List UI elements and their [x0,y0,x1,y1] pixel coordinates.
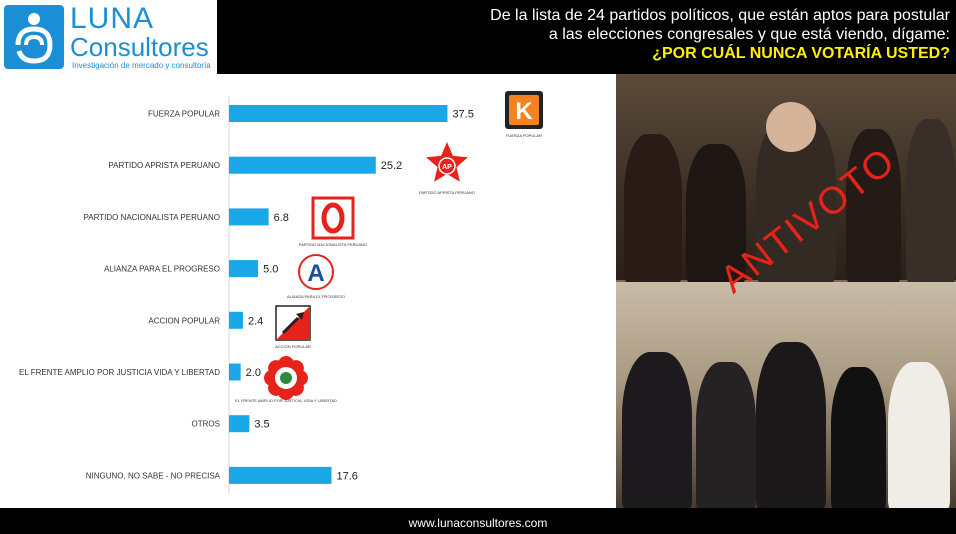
data-label: 3.5 [254,419,269,431]
category-label: PARTIDO APRISTA PERUANO [108,161,220,170]
photo-panel: ANTIVOTO [616,74,956,508]
photo-bottom [616,282,956,508]
party-logo: AP PARTIDO APRISTA PERUANO [419,142,475,195]
category-label: PARTIDO NACIONALISTA PERUANO [84,213,220,222]
brand-name-line1: LUNA [70,2,155,35]
data-label: 2.0 [246,367,261,379]
category-label: EL FRENTE AMPLIO POR JUSTICIA VIDA Y LIB… [19,368,220,377]
luna-logo-icon [4,5,64,69]
brand-name-line2: Consultores [70,32,209,62]
svg-text:AP: AP [442,164,452,171]
question-line-1: De la lista de 24 partidos políticos, qu… [490,7,950,24]
bar [229,208,269,226]
data-label: 5.0 [263,264,278,276]
brand-logo: LUNA Consultores Investigación de mercad… [0,0,217,74]
bar [229,105,448,122]
photo-top [616,74,956,284]
bar [229,466,332,484]
bar [229,311,243,329]
svg-text:PARTIDO NACIONALISTA PERUANO: PARTIDO NACIONALISTA PERUANO [299,242,367,247]
brand-tagline: Investigación de mercado y consultoría [72,61,211,70]
chart-panel: FUERZA POPULAR 37.5 PARTIDO APRISTA PERUAN… [0,74,616,508]
question-line-3: ¿POR CUÁL NUNCA VOTARÍA USTED? [652,45,950,62]
category-label: ALIANZA PARA EL PROGRESO [104,265,220,274]
svg-text:ACCION POPULAR: ACCION POPULAR [275,344,311,349]
bar-chart: FUERZA POPULAR 37.5 PARTIDO APRISTA PERUAN… [19,91,543,494]
data-label: 17.6 [337,470,358,482]
footer-url: www.lunaconsultores.com [408,516,548,530]
bar [229,363,241,381]
svg-text:FUERZA POPULAR: FUERZA POPULAR [506,133,542,138]
svg-text:PARTIDO APRISTA PERUANO: PARTIDO APRISTA PERUANO [419,190,475,195]
bar [229,415,250,433]
party-logo: K FUERZA POPULAR [505,91,543,138]
footer: www.lunaconsultores.com [0,508,956,534]
data-label: 2.4 [248,315,263,327]
category-label: FUERZA POPULAR [148,110,220,119]
party-logo: A ALIANZA PARA EL PROGRESO [287,254,345,299]
question-line-2: a las elecciones congresales y que está … [548,26,950,43]
category-label: ACCION POPULAR [148,316,220,325]
party-logo: EL FRENTE AMPLIO POR JUSTICIA, VIDA Y LI… [235,356,337,403]
data-label: 6.8 [274,212,289,224]
survey-question: De la lista de 24 partidos políticos, qu… [490,6,950,63]
svg-text:K: K [515,98,533,125]
svg-text:EL FRENTE AMPLIO POR JUSTICIA,: EL FRENTE AMPLIO POR JUSTICIA, VIDA Y LI… [235,398,337,403]
svg-text:A: A [307,260,324,287]
party-logo: PARTIDO NACIONALISTA PERUANO [299,196,367,247]
data-label: 37.5 [452,109,473,121]
category-label: NINGUNO, NO SABE - NO PRECISA [86,471,221,480]
data-label: 25.2 [381,160,402,172]
svg-text:ALIANZA PARA EL PROGRESO: ALIANZA PARA EL PROGRESO [287,294,345,299]
party-logo: ACCION POPULAR [275,305,311,349]
bar [229,260,259,278]
header: LUNA Consultores Investigación de mercad… [0,0,956,74]
bar [229,156,376,174]
category-label: OTROS [192,420,220,429]
